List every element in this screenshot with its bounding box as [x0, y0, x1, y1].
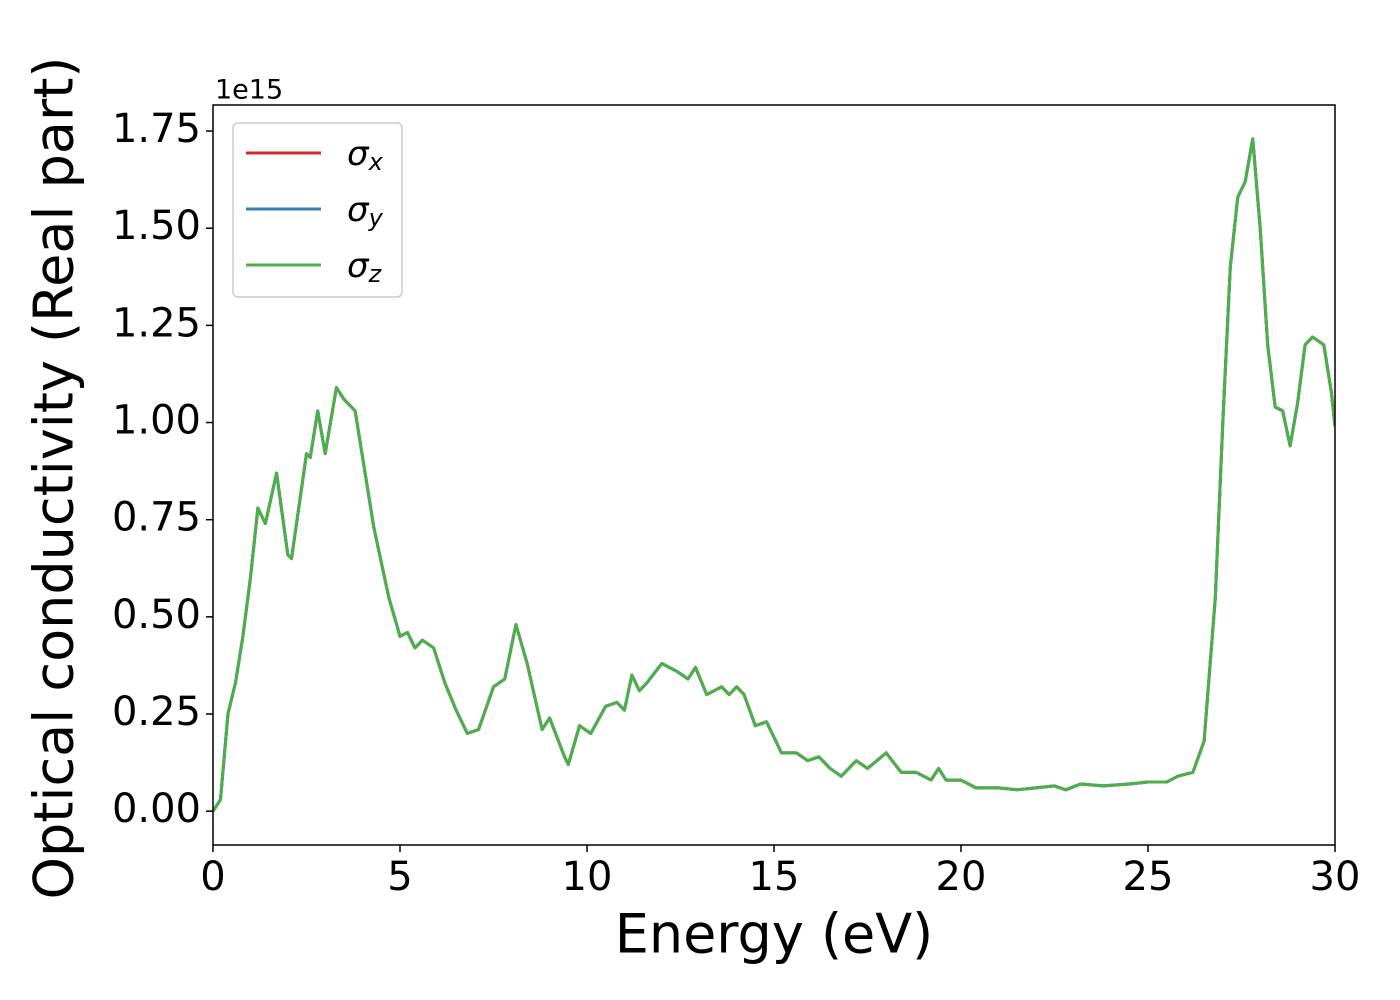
y-tick-label: 1.25: [112, 300, 201, 346]
x-tick-label: 5: [387, 854, 412, 900]
y-tick-label: 1.00: [112, 398, 201, 444]
x-tick-label: 25: [1123, 854, 1174, 900]
plot-frame: [212, 104, 1336, 846]
y-tick-label: 0.00: [112, 786, 201, 832]
y-tick-label: 1.50: [112, 203, 201, 249]
x-tick-label: 30: [1310, 854, 1361, 900]
y-tick-label: 0.50: [112, 592, 201, 638]
x-tick-label: 10: [562, 854, 613, 900]
legend-label: σz: [347, 246, 383, 289]
y-axis-label: Optical conductivity (Real part): [23, 57, 86, 900]
x-tick-label: 15: [749, 854, 800, 900]
legend-label: σy: [347, 190, 384, 233]
x-axis-label: Energy (eV): [615, 903, 934, 966]
x-tick-label: 0: [200, 854, 225, 900]
y-tick-label: 0.25: [112, 689, 201, 735]
y-tick-label: 0.75: [112, 495, 201, 541]
y-offset-label: 1e15: [215, 75, 283, 106]
x-tick-label: 20: [936, 854, 987, 900]
legend-label: σx: [347, 134, 384, 177]
y-tick-label: 1.75: [112, 106, 201, 152]
series-line: [213, 137, 1335, 812]
